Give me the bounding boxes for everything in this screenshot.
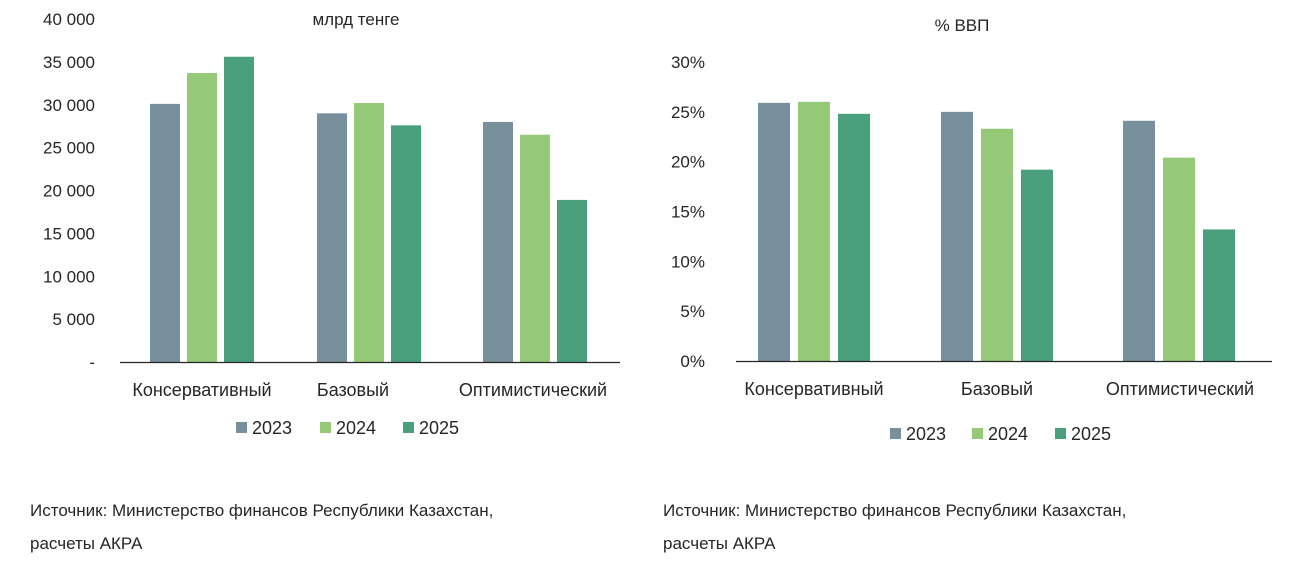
left-legend-label-2024: 2024 <box>336 418 376 438</box>
left-bar-2023-2 <box>317 113 347 362</box>
left-bar-2024-3 <box>520 134 550 362</box>
right-y-tick-label: 15% <box>671 203 705 222</box>
right-legend-swatch-2023 <box>890 428 901 439</box>
left-source-line-1: Источник: Министерство финансов Республи… <box>30 501 494 520</box>
right-bar-2024-3 <box>1163 157 1195 361</box>
left-legend-swatch-2025 <box>403 422 414 433</box>
left-y-tick-label: 5 000 <box>52 310 95 329</box>
left-y-tick-label: 20 000 <box>43 182 95 201</box>
right-bar-2024-1 <box>798 101 830 361</box>
right-source-note: Источник: Министерство финансов Республи… <box>663 494 1223 560</box>
left-legend-swatch-2023 <box>236 422 247 433</box>
left-bar-2025-2 <box>391 125 421 362</box>
right-legend-swatch-2025 <box>1055 428 1066 439</box>
left-bar-2024-1 <box>187 73 217 363</box>
right-y-tick-label: 5% <box>680 302 705 321</box>
left-legend-label-2023: 2023 <box>252 418 292 438</box>
right-legend-label-2025: 2025 <box>1071 424 1111 444</box>
left-legend-swatch-2024 <box>320 422 331 433</box>
left-source-note: Источник: Министерство финансов Республи… <box>30 494 590 560</box>
left-category-label: Базовый <box>317 380 389 400</box>
left-category-label: Консервативный <box>132 380 271 400</box>
right-bar-2023-2 <box>941 111 973 361</box>
left-y-tick-label: 15 000 <box>43 224 95 243</box>
right-legend-label-2024: 2024 <box>988 424 1028 444</box>
right-bar-2025-2 <box>1021 169 1053 361</box>
right-bar-2025-3 <box>1203 229 1235 361</box>
right-bar-2025-1 <box>838 113 870 362</box>
right-legend-label-2023: 2023 <box>906 424 946 444</box>
left-y-tick-label: 25 000 <box>43 139 95 158</box>
right-y-tick-label: 10% <box>671 252 705 271</box>
left-y-tick-label: 10 000 <box>43 267 95 286</box>
right-legend-swatch-2024 <box>972 428 983 439</box>
left-chart-title: млрд тенге <box>312 10 399 29</box>
left-legend-label-2025: 2025 <box>419 418 459 438</box>
right-chart-title: % ВВП <box>935 16 990 35</box>
right-y-tick-label: 20% <box>671 153 705 172</box>
left-bar-2024-2 <box>354 103 384 362</box>
right-category-label: Базовый <box>961 379 1033 399</box>
right-bar-2023-3 <box>1123 120 1155 361</box>
left-bar-2023-1 <box>150 103 180 362</box>
left-source-line-2: расчеты АКРА <box>30 534 143 553</box>
right-y-tick-label: 25% <box>671 103 705 122</box>
right-source-line-1: Источник: Министерство финансов Республи… <box>663 501 1127 520</box>
left-bar-2023-3 <box>483 121 513 363</box>
left-y-tick-label: 30 000 <box>43 96 95 115</box>
right-bar-2024-2 <box>981 128 1013 361</box>
right-category-label: Консервативный <box>744 379 883 399</box>
left-category-label: Оптимистический <box>459 380 607 400</box>
left-y-tick-label: 35 000 <box>43 53 95 72</box>
right-bar-2023-1 <box>758 102 790 361</box>
left-bar-2025-1 <box>224 56 254 362</box>
right-y-tick-label: 0% <box>680 352 705 371</box>
right-source-line-2: расчеты АКРА <box>663 534 776 553</box>
left-y-tick-label: 40 000 <box>43 10 95 29</box>
left-bar-2025-3 <box>557 199 587 362</box>
right-category-label: Оптимистический <box>1106 379 1254 399</box>
left-y-tick-label: - <box>89 353 95 372</box>
right-y-tick-label: 30% <box>671 53 705 72</box>
